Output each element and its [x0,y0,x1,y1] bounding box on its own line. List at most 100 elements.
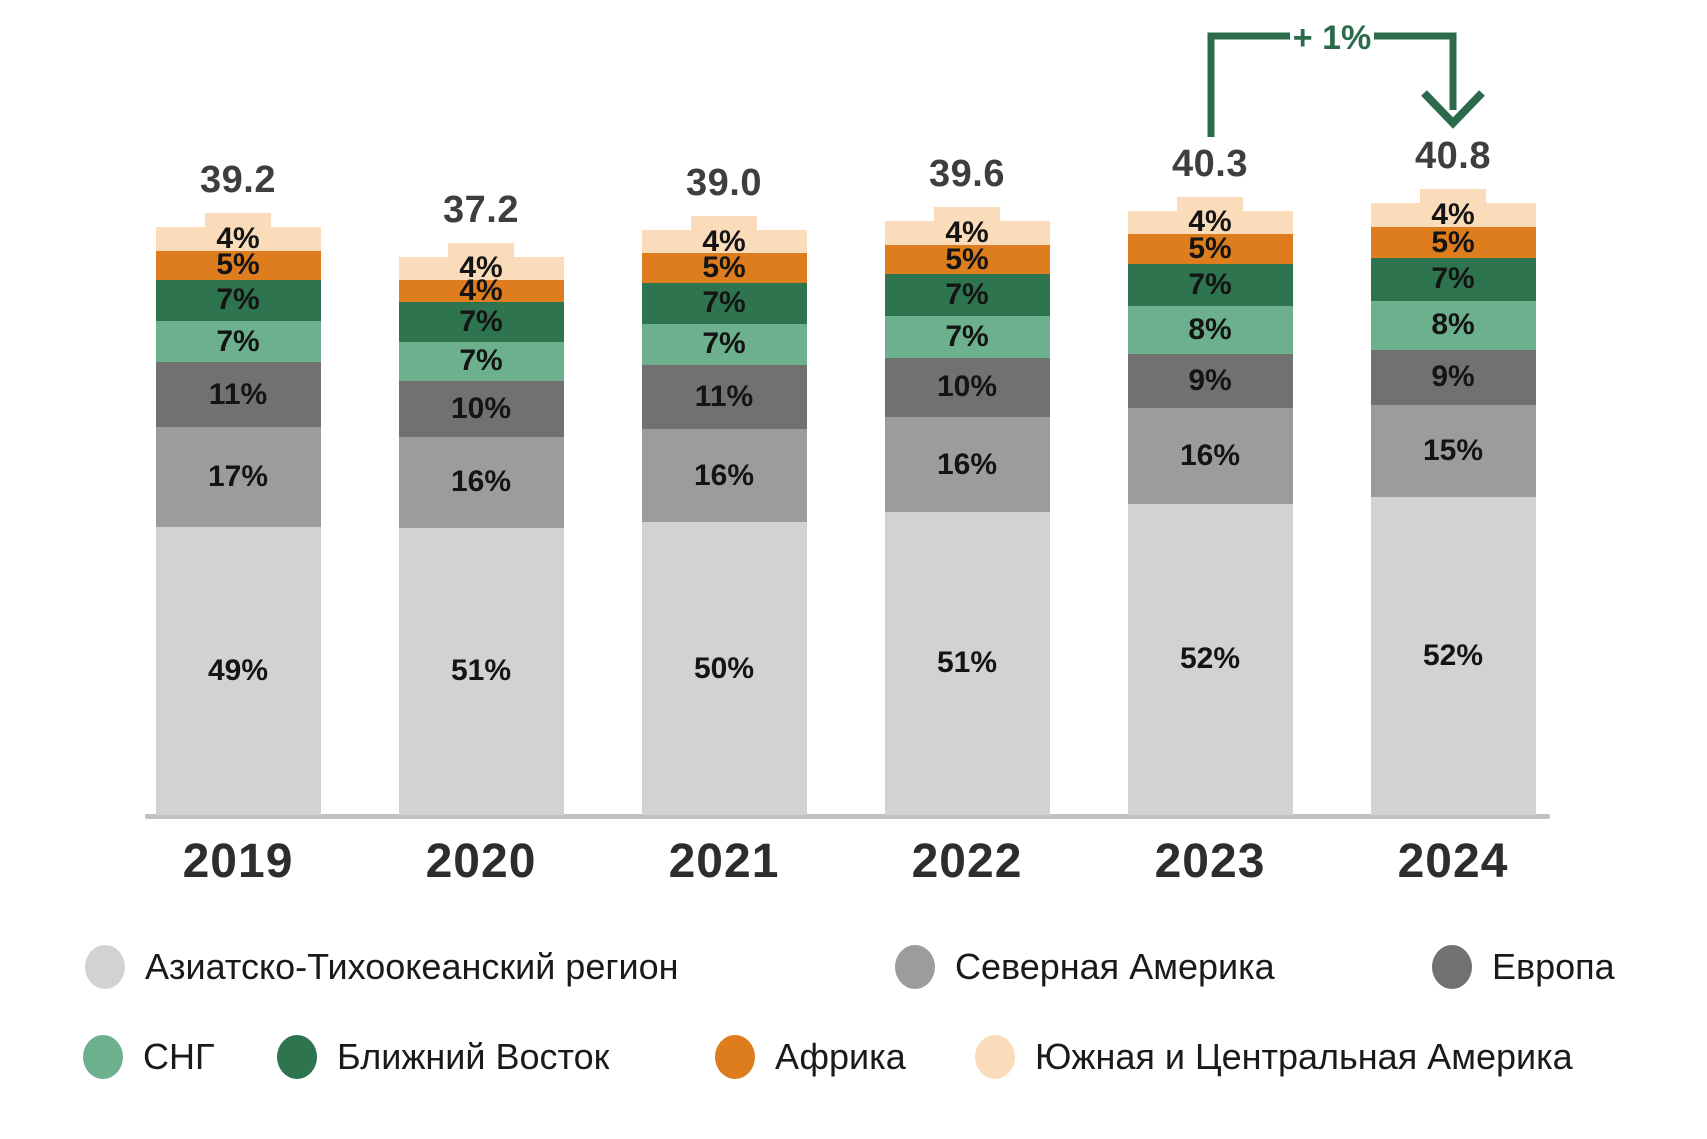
bar-segment: 52% [1370,496,1536,815]
bar-segment: 15% [1370,404,1536,497]
total-label-2019: 39.2 [200,159,276,201]
bar-segment: 5% [641,251,807,285]
top-segment-tab [1420,189,1486,204]
segment-value-label: 7% [216,324,260,358]
year-label-2021: 2021 [668,835,780,888]
segment-value-label: 51% [936,646,998,680]
top-segment-tab [205,213,271,228]
segment-value-label: 10% [936,370,998,404]
segment-value-label: 11% [694,379,754,413]
bar-segment: 10% [884,357,1050,417]
legend-item: Южная и Центральная Америка [975,1034,1573,1080]
segment-value-label: 49% [207,653,269,687]
bar-segment: 7% [641,323,807,365]
year-label-2022: 2022 [911,835,1023,888]
segment-value-label: 5% [945,242,989,276]
bar-segment: 52% [1127,503,1293,815]
total-label-2020: 37.2 [443,189,519,231]
segment-value-label: 5% [1431,225,1475,259]
bar-segment: 4% [398,275,564,305]
bar-2020: 37.2 4% 4% 7% 7% 10% 16% 51% [398,191,564,815]
segment-value-label: 7% [459,304,503,338]
bar-segment: 51% [398,527,564,815]
top-segment-tab [691,216,757,231]
segment-value-label: 16% [1179,438,1241,472]
segment-value-label: 5% [216,248,260,282]
legend-dot-icon [85,945,125,989]
bar-segment: 16% [398,437,564,528]
segment-value-label: 7% [945,278,989,312]
bar-segment: 4% [641,216,807,256]
bar-segment: 7% [884,316,1050,358]
segment-value-label: 50% [693,651,755,685]
legend-label: Азиатско-Тихоокеанский регион [145,946,679,987]
segment-value-label: 7% [945,319,989,353]
segment-value-label: 52% [1179,642,1241,676]
total-label-2022: 39.6 [929,153,1005,195]
legend-item: СНГ [83,1034,215,1080]
legend-item: Азиатско-Тихоокеанский регион [85,944,679,990]
legend-label: Ближний Восток [337,1036,610,1077]
legend-label: Африка [775,1036,906,1077]
bar-segment: 7% [1370,258,1536,301]
bar-segment: 7% [884,274,1050,317]
bar-segment: 5% [1370,225,1536,259]
legend-item: Африка [715,1034,906,1080]
legend-dot-icon [975,1035,1015,1079]
bar-segment: 7% [398,341,564,381]
top-segment-tab [1177,196,1243,212]
bar-segment: 7% [155,279,321,322]
bar-segment: 7% [398,302,564,342]
segment-value-label: 4% [1188,205,1232,239]
segment-value-label: 5% [1188,232,1232,266]
segment-value-label: 5% [702,251,746,285]
bar-segment: 4% [155,213,321,255]
bar-2022: 39.6 4% 5% 7% 7% 10% 16% 51% [884,155,1050,815]
segment-value-label: 7% [1431,262,1475,296]
total-label-2023: 40.3 [1172,142,1248,185]
bar-segment: 4% [1370,189,1536,230]
bar-2024: 40.8 4% 5% 7% 8% 9% 15% 52% [1370,137,1536,815]
segment-value-label: 16% [936,447,998,481]
year-label-2024: 2024 [1397,835,1509,888]
segment-value-label: 8% [1431,308,1475,342]
legend-dot-icon [895,945,935,989]
legend-label: СНГ [143,1036,215,1077]
segment-value-label: 15% [1422,433,1484,467]
bar-segment: 10% [398,380,564,438]
year-label-2020: 2020 [425,835,537,888]
bar-segment: 9% [1127,354,1293,408]
bar-segment: 9% [1370,349,1536,405]
segment-value-label: 4% [459,273,503,307]
segment-value-label: 17% [207,459,269,493]
bar-segment: 16% [641,428,807,523]
year-label-2023: 2023 [1154,835,1266,888]
bar-segment: 8% [1127,306,1293,355]
segment-value-label: 16% [693,458,755,492]
bar-segment: 8% [1370,300,1536,350]
segment-value-label: 7% [702,286,746,320]
segment-value-label: 8% [1188,313,1232,347]
bar-segment: 51% [884,512,1050,815]
bar-segment: 5% [155,248,321,282]
bar-segment: 17% [155,426,321,527]
bar-segment: 11% [641,364,807,429]
bar-2019: 39.2 4% 5% 7% 7% 11% 17% 49% [155,161,321,815]
segment-value-label: 4% [216,221,260,255]
segment-value-label: 16% [450,465,512,499]
year-label-2019: 2019 [182,835,294,888]
segment-value-label: 4% [459,251,503,285]
legend-dot-icon [83,1035,123,1079]
bar-segment: 7% [155,321,321,363]
legend-label: Южная и Центральная Америка [1035,1036,1573,1077]
segment-value-label: 9% [1188,364,1232,398]
x-axis-baseline [145,814,1550,819]
bar-segment: 49% [155,526,321,815]
segment-value-label: 10% [450,392,512,426]
legend-item: Северная Америка [895,944,1275,990]
segment-value-label: 11% [208,377,268,411]
bar-2021: 39.0 4% 5% 7% 7% 11% 16% 50% [641,164,807,815]
bar-segment: 4% [884,207,1050,247]
